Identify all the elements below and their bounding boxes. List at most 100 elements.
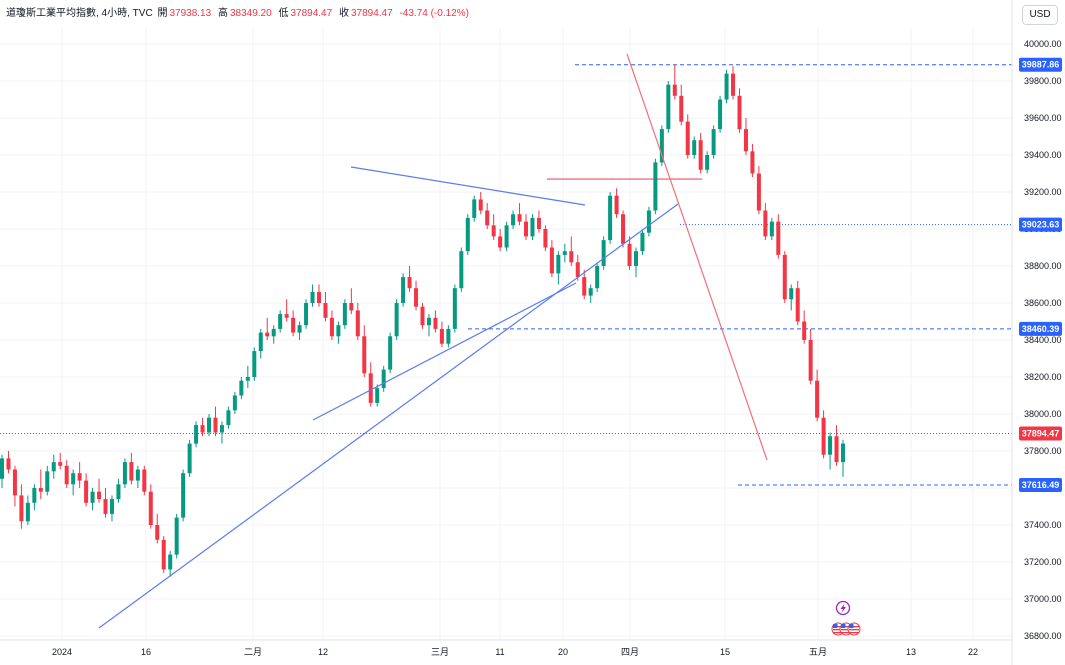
candle-body	[122, 462, 127, 485]
grid	[0, 28, 1012, 640]
y-tick-label: 39800.00	[1024, 76, 1062, 86]
x-tick-label: 12	[318, 647, 328, 657]
candle-body	[763, 210, 768, 237]
close-label: 收	[338, 8, 349, 19]
candle-body	[375, 388, 380, 403]
candle-body	[491, 225, 496, 237]
candle-body	[737, 95, 742, 130]
candle-body	[25, 502, 30, 522]
candle-body	[45, 471, 50, 492]
candle-body	[414, 288, 419, 307]
candle-body	[834, 436, 839, 463]
us-flag-icon	[847, 622, 861, 636]
candle-body	[633, 251, 638, 266]
price-tags: 39887.86 39023.63 38460.39 37894.47 37616.49	[1019, 57, 1062, 492]
candle-body	[575, 262, 580, 278]
candle-body	[614, 195, 619, 215]
time-axis[interactable]: 2024 16 二月 12 三月 11 20 四月 15 五月 13 22	[0, 639, 1012, 657]
open-value: 37938.13	[169, 8, 212, 19]
y-tick-label: 37400.00	[1024, 520, 1062, 530]
support-trendline-upper	[312, 282, 577, 421]
candle-body	[342, 303, 347, 326]
candle-body	[77, 473, 82, 481]
lightning-icon	[835, 600, 851, 616]
candle-body	[718, 99, 723, 130]
candle-body	[109, 499, 114, 514]
y-tick-label: 39600.00	[1024, 113, 1062, 123]
candle-body	[316, 291, 321, 303]
candle-body	[802, 321, 807, 340]
candle-body	[556, 254, 561, 274]
candle-body	[388, 336, 393, 370]
resistance-trendline	[350, 166, 586, 206]
price-axis[interactable]: 40000.00 39800.00 39600.00 39400.00 39200.00…	[1011, 0, 1062, 665]
candle-body	[782, 254, 787, 300]
candle-body	[698, 140, 703, 170]
candle-body	[640, 232, 645, 252]
candle-body	[795, 288, 800, 322]
y-tick-label: 37800.00	[1024, 446, 1062, 456]
candle-body	[12, 469, 17, 496]
candle-body	[71, 473, 76, 485]
candle-body	[705, 155, 710, 170]
currency-button[interactable]: USD	[1022, 5, 1058, 25]
candle-body	[0, 458, 5, 479]
candle-body	[58, 462, 63, 466]
candle-body	[549, 247, 554, 274]
price-tag-bg	[1019, 321, 1062, 336]
candle-body	[381, 369, 386, 389]
price-tag: 39887.86	[1019, 57, 1062, 72]
y-tick-label: 37000.00	[1024, 594, 1062, 604]
candle-body	[504, 225, 509, 248]
candle-body	[394, 303, 399, 337]
candle-body	[446, 328, 451, 344]
candle-body	[485, 210, 490, 226]
price-tag-label: 38460.39	[1022, 324, 1060, 334]
y-tick-label: 38000.00	[1024, 409, 1062, 419]
x-tick-label: 13	[906, 647, 916, 657]
price-tag-label: 39887.86	[1022, 60, 1060, 70]
candle-body	[815, 380, 820, 418]
candle-body	[291, 317, 296, 333]
candle-body	[19, 495, 24, 522]
candle-body	[731, 73, 736, 96]
candle-body	[426, 317, 431, 326]
x-tick-label: 三月	[431, 647, 449, 657]
downtrend-line	[626, 53, 768, 461]
candle-body	[724, 73, 729, 100]
candle-body	[524, 221, 529, 237]
candle-body	[511, 214, 516, 226]
y-tick-label: 39200.00	[1024, 187, 1062, 197]
price-tag: 37894.47	[1019, 426, 1062, 441]
candle-body	[769, 221, 774, 237]
candle-body	[401, 277, 406, 303]
candle-body	[711, 129, 716, 155]
symbol-title: 道瓊斯工業平均指數, 4小時, TVC	[6, 8, 153, 19]
candle-body	[776, 221, 781, 255]
candle-body	[362, 336, 367, 374]
candle-body	[258, 332, 263, 352]
horizontal-levels	[0, 64, 1012, 486]
y-tick-label: 40000.00	[1024, 39, 1062, 49]
candle-body	[659, 129, 664, 163]
candle-body	[653, 162, 658, 211]
x-tick-label: 四月	[621, 647, 639, 657]
candle-body	[84, 480, 89, 503]
candle-body	[187, 443, 192, 474]
x-tick-label: 16	[141, 647, 151, 657]
candle-body	[595, 266, 600, 289]
candle-body	[271, 328, 276, 337]
y-tick-label: 39400.00	[1024, 150, 1062, 160]
candle-body	[297, 325, 302, 333]
candle-body	[821, 417, 826, 455]
candle-body	[666, 84, 671, 130]
event-markers[interactable]	[831, 600, 861, 636]
candle-body	[90, 491, 95, 503]
candle-body	[433, 317, 438, 329]
candle-body	[161, 539, 166, 570]
x-tick-label: 五月	[809, 647, 827, 657]
price-tag-bg	[1019, 57, 1062, 72]
x-tick-label: 15	[720, 647, 730, 657]
candle-body	[38, 488, 43, 492]
